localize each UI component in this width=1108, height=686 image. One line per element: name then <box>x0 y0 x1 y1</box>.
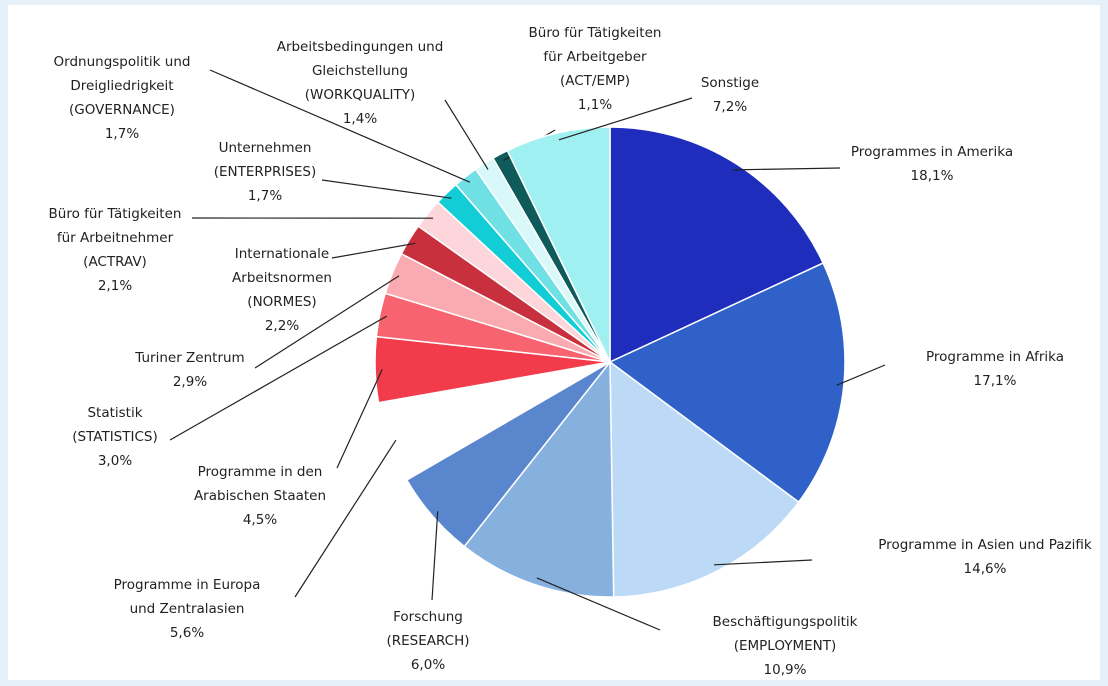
leader-line <box>254 275 400 369</box>
leader-line <box>331 242 416 259</box>
slice-label: Programme in Asien und Pazifik <box>878 537 1092 553</box>
value-label: 2,9% <box>173 374 207 390</box>
leader-line <box>336 369 383 469</box>
value-label: 18,1% <box>911 168 954 184</box>
value-label: 1,1% <box>578 97 612 113</box>
value-label: 4,5% <box>243 512 277 528</box>
slice-label: (ENTERPRISES) <box>214 164 317 180</box>
value-label: 2,2% <box>265 318 299 334</box>
slice-label: Statistik <box>87 405 142 421</box>
slice-label: Programme in den <box>198 464 323 480</box>
slice-label: Programme in Afrika <box>926 349 1064 365</box>
value-label: 6,0% <box>411 657 445 673</box>
slice-label: (EMPLOYMENT) <box>734 638 837 654</box>
slice-label: (WORKQUALITY) <box>305 87 415 103</box>
leader-line <box>444 99 489 170</box>
pie-slice <box>609 126 825 364</box>
leader-line <box>836 364 886 386</box>
pie-slice <box>609 360 800 598</box>
slice-label: Internationale <box>235 246 329 262</box>
value-label: 1,4% <box>343 111 377 127</box>
slice-label: Beschäftigungspolitik <box>713 614 858 630</box>
slice-label: Büro für Tätigkeiten <box>529 25 662 41</box>
pie-slice <box>506 126 611 363</box>
slice-label: Unternehmen <box>219 140 312 156</box>
leader-line <box>558 97 693 141</box>
value-label: 10,9% <box>764 662 807 678</box>
slice-label: Programme in Europa <box>114 577 261 593</box>
slice-label: für Arbeitgeber <box>543 49 647 65</box>
value-label: 5,6% <box>170 625 204 641</box>
leader-line <box>431 511 439 601</box>
slice-label: (STATISTICS) <box>72 429 158 445</box>
slice-label: Turiner Zentrum <box>134 350 244 366</box>
slice-label: Dreigliedrigkeit <box>70 78 173 94</box>
value-label: 14,6% <box>964 561 1007 577</box>
pie-slice <box>463 359 615 598</box>
leader-line <box>713 559 813 566</box>
slice-label: und Zentralasien <box>130 601 245 617</box>
slice-label: Arbeitsbedingungen und <box>277 39 444 55</box>
value-label: 1,7% <box>248 188 282 204</box>
slice-label: Forschung <box>393 609 463 625</box>
leader-line <box>169 315 388 441</box>
leader-line <box>321 179 452 199</box>
value-label: 7,2% <box>713 99 747 115</box>
slice-label: Ordnungspolitik und <box>54 54 191 70</box>
pie-slice <box>608 262 846 504</box>
slice-label: Arbeitsnormen <box>232 270 332 286</box>
value-label: 2,1% <box>98 278 132 294</box>
slice-label: Arabischen Staaten <box>194 488 326 504</box>
leader-line <box>294 439 397 598</box>
slice-label: Programmes in Amerika <box>851 144 1013 160</box>
slice-label: (NORMES) <box>247 294 316 310</box>
slice-label: Gleichstellung <box>312 63 408 79</box>
slice-label: (ACT/EMP) <box>560 73 630 89</box>
leader-line <box>536 577 661 631</box>
slice-label: (ACTRAV) <box>83 254 147 270</box>
leader-line <box>209 69 471 183</box>
value-label: 17,1% <box>974 373 1017 389</box>
slice-label: für Arbeitnehmer <box>57 230 174 246</box>
value-label: 1,7% <box>105 126 139 142</box>
leader-line <box>732 167 841 171</box>
slice-label: Büro für Tätigkeiten <box>49 206 182 222</box>
value-label: 3,0% <box>98 453 132 469</box>
slice-label: (GOVERNANCE) <box>69 102 175 118</box>
slice-label: (RESEARCH) <box>386 633 469 649</box>
slice-label: Sonstige <box>701 75 759 91</box>
